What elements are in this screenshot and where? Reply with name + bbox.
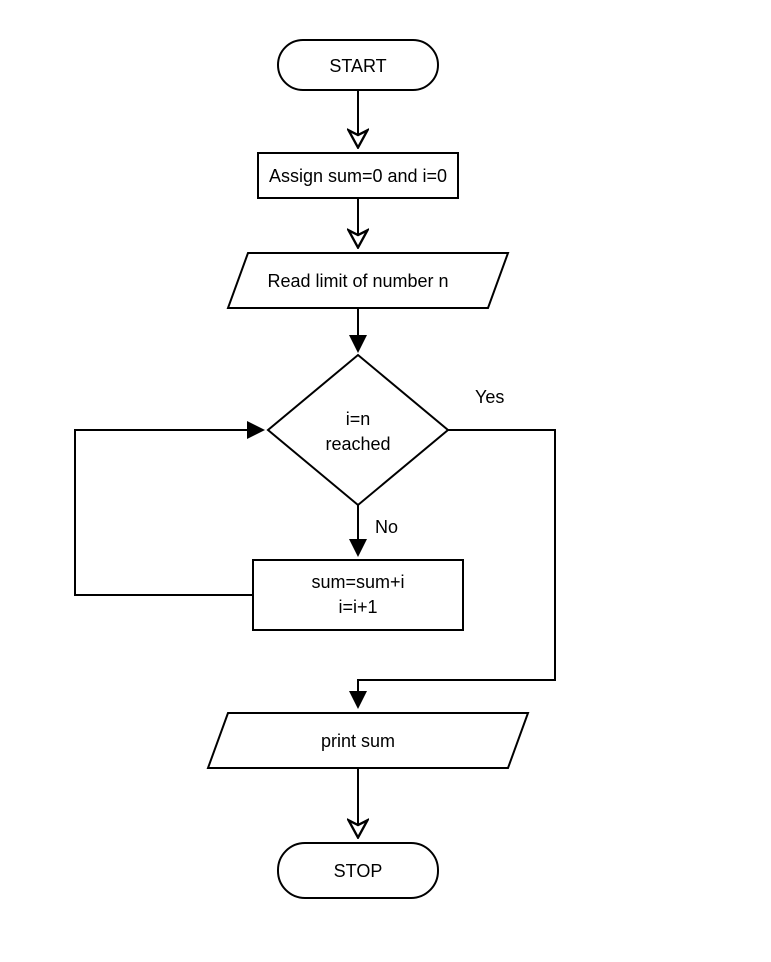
node-start: START	[278, 40, 438, 90]
node-update: sum=sum+i i=i+1	[253, 560, 463, 630]
node-assign-label: Assign sum=0 and i=0	[269, 166, 447, 186]
node-read: Read limit of number n	[228, 253, 508, 308]
node-decision-label-1: i=n	[346, 409, 371, 429]
edge-label-yes: Yes	[475, 387, 504, 407]
node-decision-label-2: reached	[325, 434, 390, 454]
node-stop: STOP	[278, 843, 438, 898]
node-print-label: print sum	[321, 731, 395, 751]
node-start-label: START	[329, 56, 386, 76]
edge-label-no: No	[375, 517, 398, 537]
flowchart-canvas: START Assign sum=0 and i=0 Read limit of…	[0, 0, 771, 962]
edge-update-decision	[75, 430, 262, 595]
node-stop-label: STOP	[334, 861, 383, 881]
node-print: print sum	[208, 713, 528, 768]
node-update-label-2: i=i+1	[338, 597, 377, 617]
node-read-label: Read limit of number n	[267, 271, 448, 291]
node-assign: Assign sum=0 and i=0	[258, 153, 458, 198]
node-decision: i=n reached	[268, 355, 448, 505]
node-update-label-1: sum=sum+i	[311, 572, 404, 592]
